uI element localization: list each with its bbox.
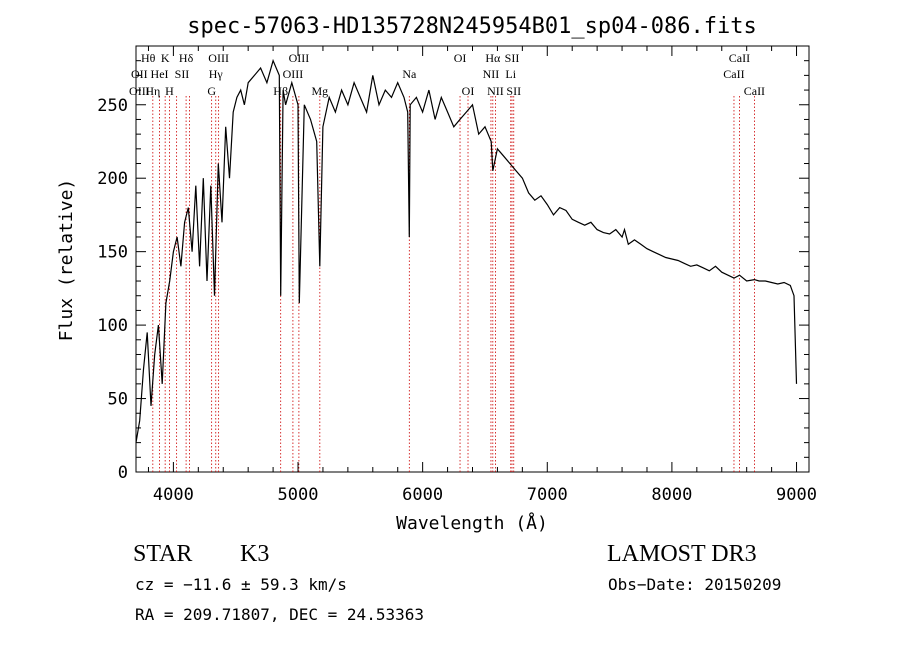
x-tick-label: 9000 xyxy=(776,485,817,505)
line-label: Hδ xyxy=(179,51,194,65)
x-tick-label: 5000 xyxy=(278,485,319,505)
y-tick-label: 250 xyxy=(97,96,128,116)
emission-line-markers xyxy=(152,96,755,472)
line-label: SII xyxy=(175,67,190,81)
survey-name: LAMOST DR3 xyxy=(607,541,757,567)
y-tick-label: 0 xyxy=(118,463,128,483)
line-label: NII xyxy=(483,67,500,81)
chart-title: spec-57063-HD135728N245954B01_sp04-086.f… xyxy=(187,14,757,39)
line-label: Mg xyxy=(311,84,328,98)
line-label: HeI xyxy=(151,67,169,81)
line-label: NII xyxy=(487,84,504,98)
object-type: STAR xyxy=(133,541,192,567)
line-label: Li xyxy=(505,67,516,81)
line-label: Na xyxy=(402,67,417,81)
line-label: SII xyxy=(506,84,521,98)
y-axis-label: Flux (relative) xyxy=(56,179,77,342)
redshift-velocity: cz = −11.6 ± 59.3 km/s xyxy=(135,575,347,594)
line-label: CaII xyxy=(744,84,765,98)
coordinates: RA = 209.71807, DEC = 24.53363 xyxy=(135,605,424,624)
line-label: CaII xyxy=(723,67,744,81)
line-label: Hγ xyxy=(209,67,224,81)
line-label: Hβ xyxy=(273,84,288,98)
x-tick-label: 7000 xyxy=(527,485,568,505)
y-tick-label: 200 xyxy=(97,169,128,189)
axis-ticks: 4000 5000 6000 7000 8000 9000 0 50 100 150 200 250 xyxy=(97,46,817,505)
x-tick-label: 8000 xyxy=(651,485,692,505)
line-label: OII xyxy=(131,67,148,81)
y-tick-label: 150 xyxy=(97,243,128,263)
line-label: Hθ xyxy=(141,51,156,65)
line-label: Hα xyxy=(485,51,501,65)
x-axis-label: Wavelength (Å) xyxy=(396,512,548,534)
line-label: CaII xyxy=(729,51,750,65)
observation-date: Obs−Date: 20150209 xyxy=(608,575,781,594)
line-label: OIII xyxy=(208,51,229,65)
line-label: OIII xyxy=(129,84,150,98)
line-label: Hη xyxy=(145,84,160,98)
line-label: OI xyxy=(462,84,475,98)
plot-frame xyxy=(135,45,810,473)
y-tick-label: 50 xyxy=(108,390,128,410)
line-label: OIII xyxy=(289,51,310,65)
line-label: SII xyxy=(505,51,520,65)
spectral-subclass: K3 xyxy=(240,541,269,567)
line-label: K xyxy=(161,51,170,65)
line-label: G xyxy=(207,84,216,98)
x-tick-label: 4000 xyxy=(153,485,194,505)
x-tick-label: 6000 xyxy=(402,485,443,505)
line-label: OI xyxy=(454,51,467,65)
line-label: H xyxy=(165,84,174,98)
line-label: OIII xyxy=(283,67,304,81)
y-tick-label: 100 xyxy=(97,316,128,336)
spectrum-line xyxy=(135,58,798,443)
